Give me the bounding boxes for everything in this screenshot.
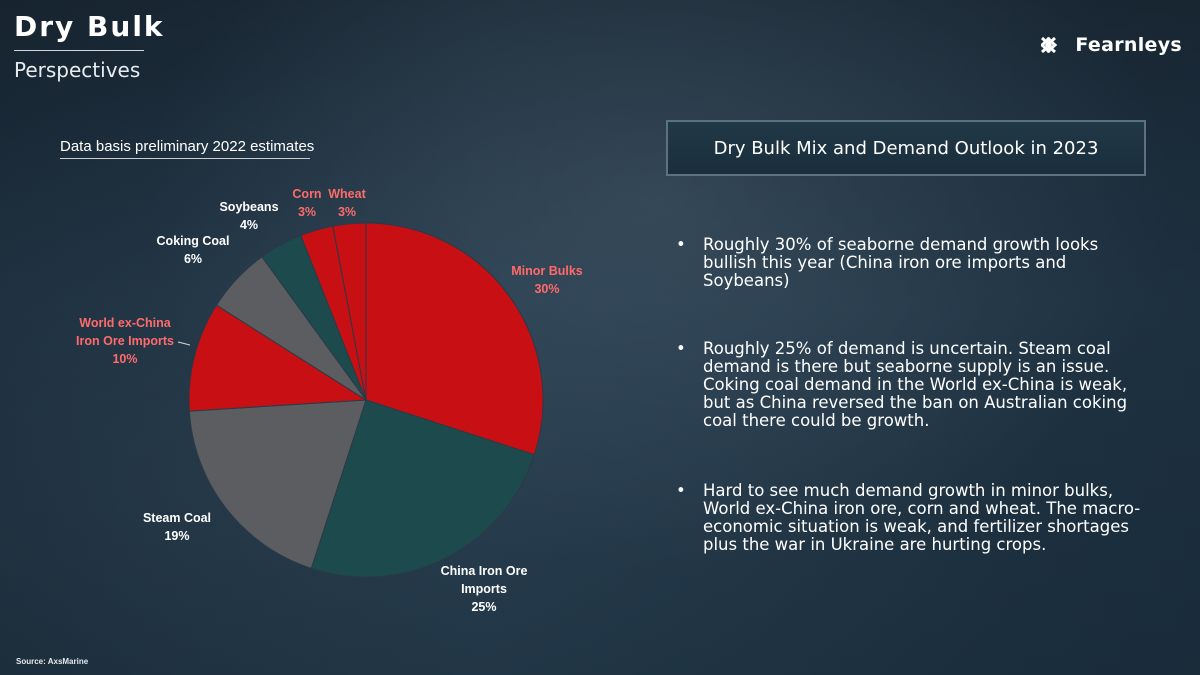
pie-label-world-ex-china-iron-ore-imports: World ex-China Iron Ore Imports 10% — [76, 316, 174, 366]
pie-label-steam-coal: Steam Coal 19% — [143, 511, 211, 543]
pie-label-coking-coal: Coking Coal 6% — [157, 234, 230, 266]
bullet-item: • Roughly 30% of seaborne demand growth … — [676, 236, 1146, 290]
outlook-title-box: Dry Bulk Mix and Demand Outlook in 2023 — [666, 120, 1146, 176]
leader-line — [177, 341, 191, 346]
brand-divider — [14, 50, 144, 51]
bullet-item: • Hard to see much demand growth in mino… — [676, 482, 1146, 554]
logo-text: Fearnleys — [1075, 34, 1182, 56]
bullet-text: Hard to see much demand growth in minor … — [703, 481, 1141, 554]
pie-slice-minor-bulks — [365, 222, 544, 456]
bullet-text: Roughly 30% of seaborne demand growth lo… — [703, 235, 1099, 290]
pie-label-china-iron-ore-imports: China Iron Ore Imports 25% — [441, 564, 528, 614]
outlook-title: Dry Bulk Mix and Demand Outlook in 2023 — [713, 137, 1099, 159]
bullet-text: Roughly 25% of demand is uncertain. Stea… — [703, 339, 1128, 430]
bullet-item: • Roughly 25% of demand is uncertain. St… — [676, 340, 1146, 430]
brand-subtitle: Perspectives — [14, 58, 141, 82]
outlook-bullets: • Roughly 30% of seaborne demand growth … — [676, 236, 1146, 554]
demand-pie-chart: Minor Bulks 30% China Iron Ore Imports 25% St… — [76, 187, 583, 614]
bullet-dot: • — [676, 339, 686, 358]
source-note: Source: AxsMarine — [16, 657, 89, 666]
brand-title: Dry Bulk — [14, 10, 165, 43]
note-underline — [60, 158, 310, 159]
pie-label-wheat: Wheat 3% — [328, 187, 366, 219]
bullet-dot: • — [676, 235, 686, 254]
pie-label-corn: Corn 3% — [292, 187, 321, 219]
bullet-dot: • — [676, 481, 686, 500]
pie-slice-world-ex-china-iron-ore-imports — [188, 304, 368, 412]
pie-slice-china-iron-ore-imports — [310, 399, 535, 578]
data-basis-note: Data basis preliminary 2022 estimates — [60, 138, 315, 155]
pie-label-minor-bulks: Minor Bulks 30% — [511, 264, 583, 296]
pie-slice-wheat — [332, 222, 367, 401]
fearnleys-xx-icon — [1041, 36, 1058, 54]
pie-label-soybeans: Soybeans 4% — [219, 200, 278, 232]
fearnleys-logo: Fearnleys — [1041, 34, 1182, 56]
pie-slice-steam-coal — [188, 399, 367, 569]
